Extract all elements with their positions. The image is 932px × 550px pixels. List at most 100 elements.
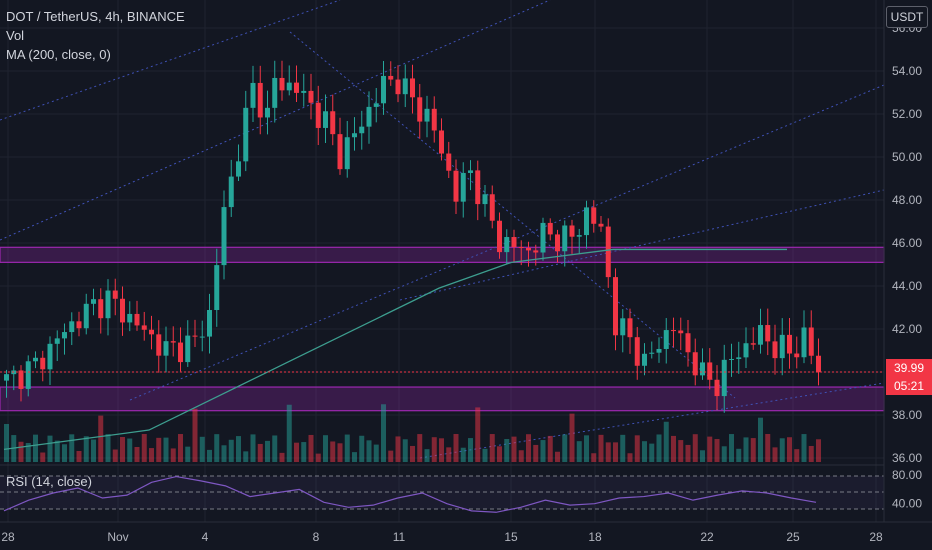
candle-body [279,77,285,91]
currency-badge[interactable]: USDT [886,6,928,28]
volume-bar [294,442,299,462]
rsi-tick-label: 80.00 [892,468,922,482]
candle-body [149,329,154,335]
candle-body [170,341,176,343]
volume-bar [431,437,437,462]
candle-body [801,327,807,358]
time-axis[interactable]: 28 Nov 4 8 11 15 18 22 25 28 [1,530,883,544]
candle-body [620,318,626,336]
candle-body [736,357,742,360]
time-tick-label: 22 [700,530,714,544]
volume-bar [613,442,618,462]
volume-bar [576,441,582,462]
rsi-axis[interactable]: 80.00 40.00 [892,468,922,511]
time-tick-label: 28 [1,530,15,544]
candle-body [504,237,510,253]
candle-body [127,313,133,323]
price-axis[interactable]: 56.0054.0052.0050.0048.0046.0044.0042.00… [892,21,922,465]
volume-bar [4,424,9,462]
candle-body [359,126,365,134]
volume-bar [794,449,800,462]
volume-bar [540,440,546,462]
candle-body [308,90,314,103]
volume-bar [25,442,31,462]
candle-body [18,370,24,389]
candle-body [765,325,771,342]
rsi-legend[interactable]: RSI (14, close) [6,474,92,489]
volume-bar [497,446,502,462]
candle-body [518,247,524,249]
volume-bar [236,436,241,462]
volume-bar [178,434,183,462]
candle-body [569,225,575,237]
volume-bar [337,443,343,462]
candle-body [526,247,531,251]
rsi-tick-label: 40.00 [892,497,922,511]
candle-body [315,102,321,128]
candle-body [207,310,212,337]
volume-bar [779,438,785,462]
candle-body [120,298,125,323]
volume-bar [33,434,38,462]
volume-bar [221,445,227,462]
candle-body [25,361,31,389]
volume-bar [569,413,575,462]
volume-bar [526,434,531,462]
volume-bar [410,445,415,462]
candle-body [743,343,749,358]
candle-body [700,362,705,376]
volume-bar [714,439,720,462]
volume-bar [69,434,75,462]
volume-bar [591,453,597,462]
candle-body [787,334,792,354]
volume-legend[interactable]: Vol [6,28,25,43]
candle-body [323,111,328,128]
ma-200-line [3,248,787,451]
volume-bar [54,440,60,462]
last-price-tag: 39.99 05:21 [886,359,932,395]
candle-body [257,82,263,118]
volume-bar [149,448,154,462]
volume-bar [185,446,191,462]
volume-bar [489,434,495,462]
volume-bar [315,453,321,462]
candle-body [750,343,756,345]
volume-bar [634,435,640,462]
time-tick-label: 18 [588,530,602,544]
candle-body [794,353,800,358]
candle-body [366,106,372,127]
candle-body [685,333,691,353]
candle-body [540,222,546,253]
volume-bar [344,434,350,462]
candle-body [410,78,415,98]
bar-countdown: 05:21 [893,379,925,393]
price-tick-label: 54.00 [892,64,922,78]
candle-body [671,330,676,332]
time-tick-label: 15 [504,530,518,544]
candle-body [591,207,597,224]
volume-bar [265,440,270,462]
trendline [0,0,341,121]
volume-bar [446,447,452,462]
volume-bar [671,435,676,462]
candle-body [613,277,618,336]
volume-bar [547,435,553,462]
ma-legend[interactable]: MA (200, close, 0) [6,47,111,62]
volume-bar [562,434,568,462]
volume-bar [801,434,807,462]
candle-body [265,107,270,118]
candle-body [584,207,589,236]
symbol-legend[interactable]: DOT / TetherUS, 4h, BINANCE [6,9,185,24]
candle-body [663,330,669,349]
volume-bar [750,438,756,462]
volume-bar [663,421,669,462]
last-price-value: 39.99 [893,361,925,375]
candle-body [141,325,147,330]
volume-bar [308,434,314,462]
volume-bar [156,437,162,462]
trendline [399,189,885,301]
candle-body [555,234,560,252]
volume-bar [105,434,111,462]
candle-body [468,170,473,173]
